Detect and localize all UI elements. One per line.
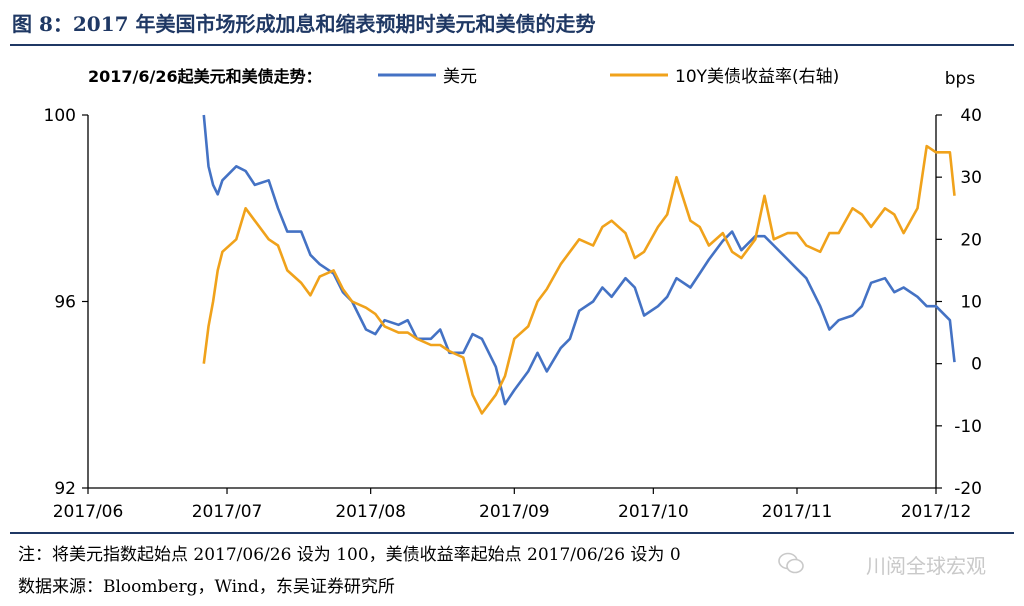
right-tick-label: 0 bbox=[971, 355, 982, 375]
right-tick-label: -20 bbox=[954, 479, 982, 499]
right-tick-label: 30 bbox=[960, 168, 982, 188]
watermark: 川阅全球宏观 bbox=[866, 554, 986, 578]
left-tick-label: 96 bbox=[54, 293, 76, 313]
us10y-yield-line bbox=[202, 144, 956, 415]
legend-label: 美元 bbox=[443, 67, 477, 87]
wechat-icon bbox=[778, 552, 804, 574]
title-divider bbox=[10, 44, 1014, 46]
x-tick-label: 2017/06 bbox=[53, 502, 124, 522]
right-axis-unit: bps bbox=[945, 69, 976, 89]
left-tick-label: 100 bbox=[44, 106, 76, 126]
line-chart: 2017/6/26起美元和美债走势： 美元 10Y美债收益率(右轴) bps 10… bbox=[44, 67, 982, 522]
chart-title: 2017/6/26起美元和美债走势： bbox=[88, 67, 322, 86]
x-tick-label: 2017/08 bbox=[335, 502, 406, 522]
legend-label: 10Y美债收益率(右轴) bbox=[675, 67, 839, 87]
legend: 美元 10Y美债收益率(右轴) bbox=[378, 67, 839, 87]
x-tick-label: 2017/07 bbox=[192, 502, 263, 522]
right-tick-label: 10 bbox=[960, 293, 982, 313]
figure-note: 注：将美元指数起始点 2017/06/26 设为 100，美债收益率起始点 20… bbox=[18, 545, 681, 565]
right-tick-label: 20 bbox=[960, 230, 982, 250]
right-tick-label: 40 bbox=[960, 106, 982, 126]
bottom-divider bbox=[10, 532, 1014, 534]
usd-index-line bbox=[202, 114, 956, 406]
x-tick-label: 2017/11 bbox=[762, 502, 833, 522]
figure-title: 图 8：2017 年美国市场形成加息和缩表预期时美元和美债的走势 bbox=[12, 12, 596, 36]
right-tick-label: -10 bbox=[954, 417, 982, 437]
x-tick-label: 2017/10 bbox=[618, 502, 689, 522]
figure-source: 数据来源：Bloomberg，Wind，东吴证券研究所 bbox=[18, 577, 395, 597]
x-tick-label: 2017/09 bbox=[479, 502, 550, 522]
left-tick-label: 92 bbox=[54, 479, 76, 499]
x-tick-label: 2017/12 bbox=[901, 502, 972, 522]
